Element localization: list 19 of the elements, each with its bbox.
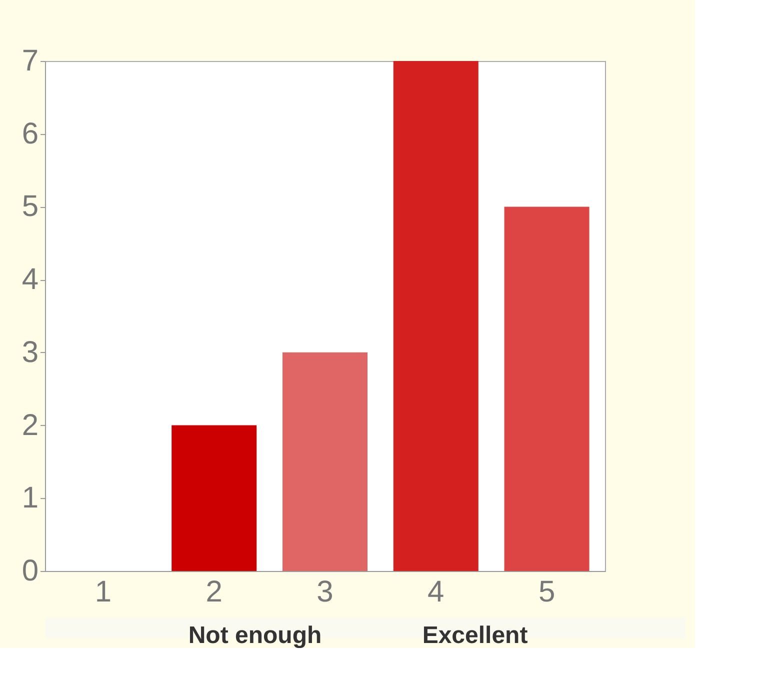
x-tick-label: 4 [428,576,444,608]
bar [504,206,590,571]
x-tick-label: 2 [206,576,222,608]
bar [172,425,257,571]
x-tick-label: 3 [316,576,334,608]
x-tick-label: 5 [538,576,556,608]
y-tick-label: 0 [22,554,38,588]
text: Not enough [188,622,322,649]
x-tick-label: 1 [94,576,112,608]
y-tick-label: 3 [22,336,38,369]
text: Excellent [422,622,528,649]
y-tick-label: 2 [22,408,38,442]
bar [393,61,478,571]
y-tick-label: 5 [22,190,38,224]
bar [282,352,368,571]
y-tick-label: 6 [22,117,38,150]
y-tick-label: 4 [22,263,38,296]
y-tick-label: 1 [22,482,38,515]
y-tick-label: 7 [22,44,38,78]
